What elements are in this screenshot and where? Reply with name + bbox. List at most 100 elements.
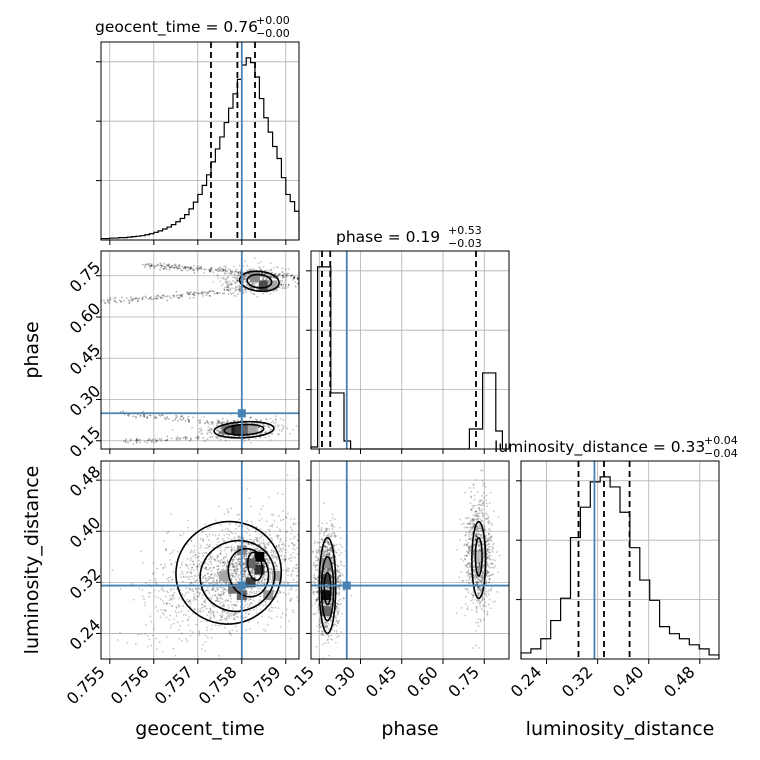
- sample-point: [238, 264, 241, 267]
- sample-point: [322, 633, 325, 636]
- sample-point: [290, 274, 292, 277]
- sample-point: [183, 436, 186, 439]
- sample-point: [250, 555, 253, 557]
- sample-point: [175, 265, 177, 267]
- sample-point: [209, 268, 212, 271]
- sample-point: [475, 581, 478, 584]
- sample-point: [263, 546, 265, 549]
- sample-point: [479, 589, 482, 592]
- sample-point: [331, 562, 334, 565]
- sample-point: [217, 267, 220, 270]
- sample-point: [205, 294, 208, 297]
- sample-point: [480, 575, 483, 577]
- sample-point: [237, 525, 240, 528]
- sample-point: [252, 568, 255, 571]
- sample-point: [149, 264, 152, 267]
- sample-point: [281, 267, 284, 270]
- sample-point: [225, 556, 227, 558]
- sample-point: [275, 596, 278, 599]
- sample-point: [154, 579, 157, 582]
- sample-point: [176, 267, 179, 270]
- sample-point: [245, 275, 248, 278]
- sample-point: [172, 571, 175, 574]
- sample-point: [152, 562, 155, 565]
- sample-point: [239, 564, 242, 567]
- sample-point: [337, 578, 339, 581]
- sample-point: [294, 285, 297, 288]
- sample-point: [107, 300, 109, 302]
- sample-point: [257, 582, 259, 585]
- sample-point: [202, 540, 205, 542]
- sample-point: [163, 265, 166, 268]
- sample-point: [262, 575, 265, 578]
- sample-point: [184, 563, 187, 566]
- sample-point: [202, 530, 205, 533]
- sample-point: [336, 586, 339, 589]
- sample-point: [202, 643, 205, 646]
- sample-point: [473, 544, 476, 546]
- sample-point: [265, 554, 268, 557]
- sample-point: [247, 543, 250, 546]
- sample-point: [147, 263, 150, 266]
- sample-point: [248, 593, 251, 596]
- sample-point: [316, 606, 319, 608]
- sample-point: [473, 504, 476, 507]
- sample-point: [236, 630, 238, 632]
- sample-point: [246, 284, 249, 286]
- sample-point: [243, 557, 246, 560]
- sample-point: [269, 262, 272, 265]
- sample-point: [212, 546, 215, 549]
- sample-point: [221, 422, 224, 424]
- sample-point: [280, 554, 283, 557]
- sample-point: [272, 590, 275, 592]
- sample-point: [200, 427, 202, 430]
- sample-point: [236, 279, 239, 282]
- sample-point: [141, 561, 144, 564]
- sample-point: [280, 430, 283, 432]
- sample-point: [238, 558, 241, 561]
- sample-point: [281, 493, 284, 496]
- sample-point: [189, 268, 192, 271]
- sample-point: [285, 273, 287, 276]
- panel-frame: [100, 41, 300, 241]
- sample-point: [191, 612, 194, 615]
- sample-point: [330, 619, 332, 622]
- sample-point: [329, 543, 332, 546]
- sample-point: [293, 535, 296, 538]
- sample-point: [233, 566, 235, 569]
- sample-point: [335, 605, 338, 608]
- sample-point: [181, 620, 184, 623]
- sample-point: [326, 625, 329, 628]
- sample-point: [146, 415, 149, 418]
- sample-point: [471, 598, 474, 601]
- sample-point: [316, 591, 319, 593]
- sample-point: [265, 277, 268, 280]
- sample-point: [244, 600, 247, 603]
- sample-point: [479, 500, 482, 503]
- sample-point: [207, 572, 210, 575]
- sample-point: [327, 634, 330, 637]
- sample-point: [313, 576, 316, 579]
- sample-point: [229, 569, 232, 572]
- sample-point: [180, 639, 183, 642]
- sample-point: [167, 591, 170, 594]
- sample-point: [486, 517, 489, 520]
- sample-point: [267, 561, 270, 564]
- sample-point: [475, 534, 478, 537]
- sample-point: [272, 554, 274, 556]
- sample-point: [264, 436, 267, 439]
- sample-point: [165, 264, 168, 267]
- sample-point: [119, 587, 122, 590]
- sample-point: [467, 562, 470, 565]
- sample-point: [324, 545, 326, 548]
- sample-point: [172, 594, 175, 597]
- sample-point: [238, 274, 241, 277]
- sample-point: [319, 621, 322, 624]
- sample-point: [265, 600, 268, 603]
- sample-point: [135, 441, 138, 444]
- sample-point: [193, 264, 195, 267]
- sample-point: [270, 269, 272, 271]
- sample-point: [218, 533, 221, 536]
- x-tick-label: 0.758: [195, 662, 241, 708]
- sample-point: [185, 600, 188, 603]
